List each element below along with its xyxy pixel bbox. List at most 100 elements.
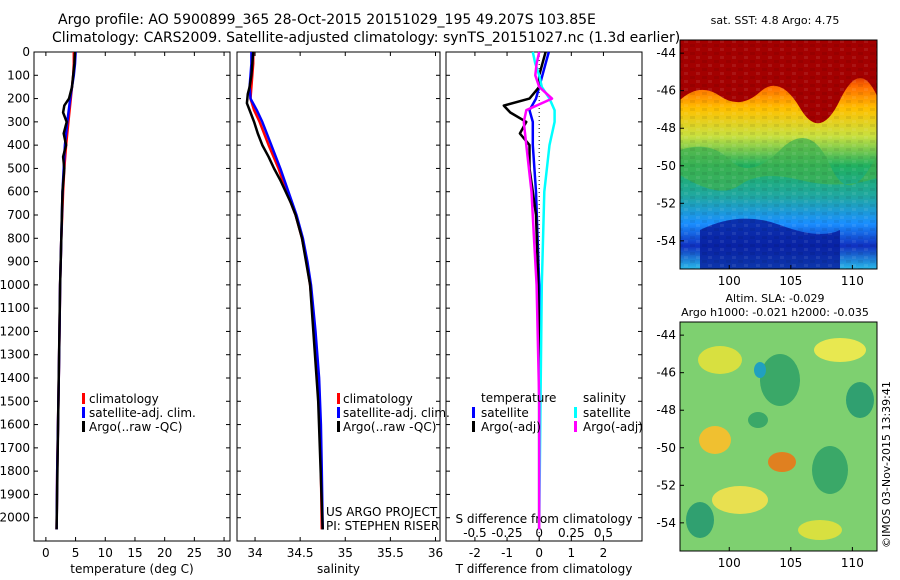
legend-label-s-argo: Argo(-adj) [583,420,643,434]
y-tick-label: 100 [7,68,30,82]
y-tick-label: 700 [7,208,30,222]
profile-panels: 0100200300400500600700800900100011001200… [0,45,643,576]
map-y-tick-label: -50 [656,159,676,173]
series-line-3 [522,51,554,530]
project-name: US ARGO PROJECT [326,505,438,519]
sal-legend: climatology satellite-adj. clim. Argo(..… [337,392,450,434]
x2-tick-label: -0.25 [492,526,523,540]
x-tick-label: 0 [42,546,50,560]
legend-swatch-argo [337,421,340,432]
series-line-2 [245,51,324,530]
legend-label-s-satellite: satellite [583,406,631,420]
sst-map-title: sat. SST: 4.8 Argo: 4.75 [711,14,840,27]
y-tick-label: 1300 [0,348,30,362]
legend-label-argo: Argo(..raw -QC) [343,420,436,434]
map-y-tick-label: -46 [656,84,676,98]
y-tick-label: 1900 [0,487,30,501]
profile-panel-2: 34 34.5 35 35.5 36 salinity [236,51,443,576]
legend-label-t-argo: Argo(-adj) [481,420,541,434]
y-tick-label: 1100 [0,301,30,315]
x-tick-label: 36 [428,546,443,560]
y-tick-label: 300 [7,115,30,129]
legend-swatch-s-satellite [574,407,577,418]
x2-tick-label: -0.5 [463,526,486,540]
legend-head-salinity: salinity [583,391,626,405]
x-tick-label: -2 [469,546,481,560]
y-tick-label: 0 [22,45,30,59]
legend-swatch-satellite [82,407,85,418]
y-tick-label: 1200 [0,324,30,338]
diff-legend: temperature salinity satellite Argo(-adj… [472,391,643,434]
y-tick-label: 1500 [0,394,30,408]
sla-map-title: Altim. SLA: -0.029 [725,292,824,305]
x-axis-label: temperature (deg C) [70,562,193,576]
x-tick-label: 34 [247,546,262,560]
y-tick-label: 500 [7,161,30,175]
y-tick-label: 1000 [0,278,30,292]
y-tick-label: 1400 [0,371,30,385]
y-tick-label: 1600 [0,418,30,432]
x-tick-label: 35 [338,546,353,560]
x2-tick-label: 0.25 [558,526,585,540]
sst-map-axes: 100 105 110 -44 -46 -48 -50 -52 -54 [656,46,863,288]
x-tick-label: 25 [187,546,202,560]
y-tick-label: 400 [7,138,30,152]
legend-label-climatology: climatology [343,392,413,406]
map-x-tick-label: 110 [841,556,864,570]
legend-swatch-climatology [82,393,85,404]
x-tick-label: 30 [216,546,231,560]
x-tick-label: 1 [567,546,575,560]
legend-swatch-argo [82,421,85,432]
legend-swatch-t-satellite [472,407,475,418]
profile-panel-1: 0100200300400500600700800900100011001200… [0,45,232,576]
sst-map [679,39,878,270]
legend-head-temperature: temperature [481,391,556,405]
map-y-tick-label: -48 [656,403,676,417]
map-y-tick-label: -46 [656,366,676,380]
series-line-2 [531,51,556,530]
map-y-tick-label: -50 [656,441,676,455]
map-x-tick-label: 110 [841,274,864,288]
title-line1: Argo profile: AO 5900899_365 28-Oct-2015… [58,12,596,28]
x-tick-label: 15 [127,546,142,560]
x2-axis-label: S difference from climatology [456,512,633,526]
legend-swatch-satellite [337,407,340,418]
map-y-tick-label: -44 [656,328,676,342]
y-tick-label: 600 [7,185,30,199]
legend-label-satellite: satellite-adj. clim. [343,406,450,420]
temp-legend: climatology satellite-adj. clim. Argo(..… [82,392,196,434]
sla-map [679,321,878,552]
sla-map-axes: 100 105 110 -44 -46 -48 -50 -52 -54 [656,328,863,570]
x-tick-label: 5 [72,546,80,560]
x-tick-label: 10 [98,546,113,560]
x2-tick-label: 0.5 [594,526,613,540]
map-y-tick-label: -44 [656,46,676,60]
y-tick-label: 800 [7,231,30,245]
project-pi: PI: STEPHEN RISER [326,519,439,533]
y-tick-label: 2000 [0,511,30,525]
x-tick-label: 20 [157,546,172,560]
x-axis-label: T difference from climatology [455,562,633,576]
map-y-tick-label: -48 [656,121,676,135]
legend-swatch-t-argo [472,421,475,432]
imos-credit: ©IMOS 03-Nov-2015 13:39:41 [880,381,893,548]
legend-label-t-satellite: satellite [481,406,529,420]
x-tick-label: -1 [501,546,513,560]
plot-frame [445,51,643,542]
plot-frame [236,51,441,542]
legend-label-argo: Argo(..raw -QC) [89,420,182,434]
map-y-tick-label: -54 [656,516,676,530]
map-x-tick-label: 105 [779,556,802,570]
map-x-tick-label: 105 [779,274,802,288]
x-tick-label: 35.5 [377,546,404,560]
map-y-tick-label: -52 [656,478,676,492]
x-tick-label: 2 [600,546,608,560]
legend-swatch-s-argo [574,421,577,432]
x-tick-label: 34.5 [287,546,314,560]
y-tick-label: 1800 [0,464,30,478]
y-tick-label: 200 [7,92,30,106]
series-line-2 [55,51,77,530]
sst-map-frame [679,39,878,270]
y-tick-label: 1700 [0,441,30,455]
